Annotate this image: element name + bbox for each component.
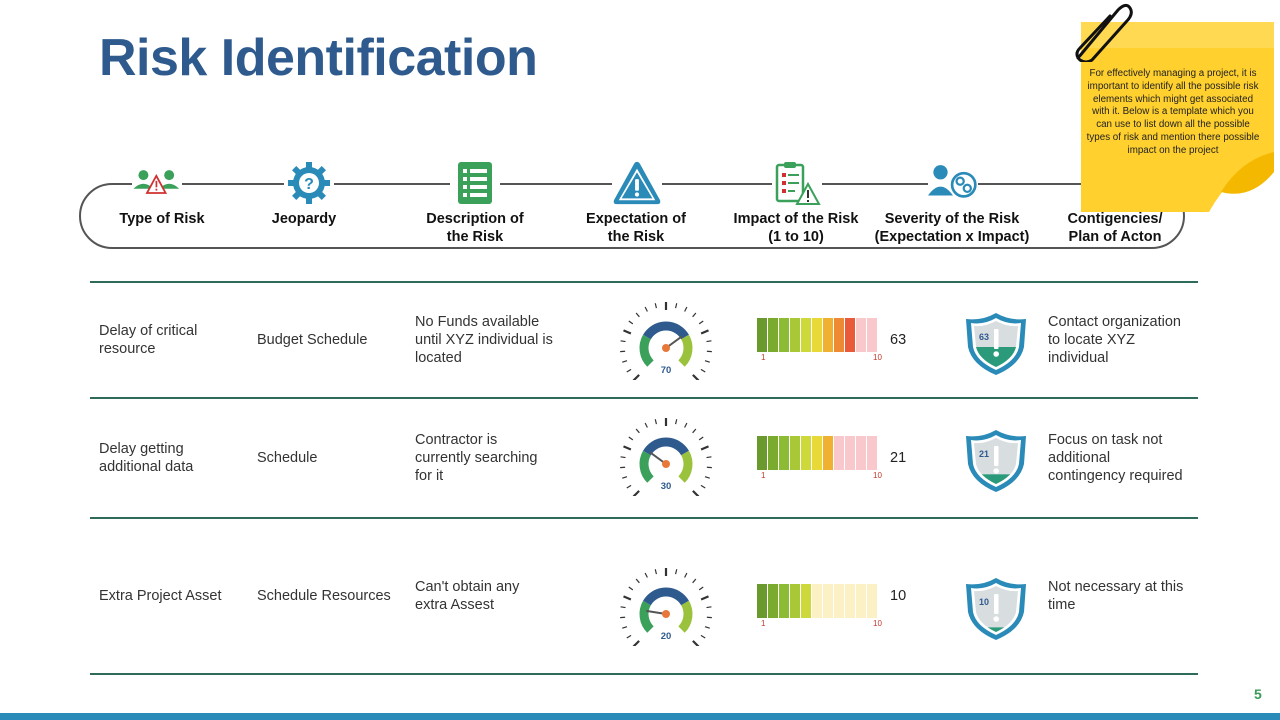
meter-segment: [757, 318, 767, 352]
header-jeopardy: Jeopardy: [271, 211, 337, 227]
meter-segment: [757, 436, 767, 470]
meter-segment: [790, 318, 800, 352]
svg-text:?: ?: [304, 176, 314, 193]
severity-shield-icon: 21: [964, 428, 1028, 494]
gauge-value: 70: [661, 365, 672, 376]
meter-segment: [845, 436, 855, 470]
severity-value: 10: [890, 588, 907, 604]
slide-title: Risk Identification: [99, 29, 538, 87]
meter-segment: [823, 436, 833, 470]
meter-segment: [790, 436, 800, 470]
meter-segment: [845, 584, 855, 618]
header-expectation: Expectation of the Risk: [586, 211, 686, 245]
shield-value: 63: [979, 332, 989, 342]
checklist-warning-icon: [772, 160, 822, 206]
description-cell: Contractor is currently searching for it: [415, 432, 538, 484]
risk-type-cell: Extra Project Asset: [99, 588, 222, 604]
warning-triangle-icon: [612, 160, 662, 206]
paperclip-icon: [1075, 3, 1133, 62]
header-impact: Impact of the Risk (1 to 10): [733, 211, 859, 245]
header-severity: Severity of the Risk (Expectation x Impa…: [874, 211, 1030, 245]
connector-line: [682, 183, 754, 185]
shield-value: 21: [979, 449, 989, 459]
impact-meter: [757, 436, 878, 470]
page-number: 5: [1254, 686, 1262, 702]
expectation-gauge: 70: [616, 298, 716, 382]
meter-segment: [823, 318, 833, 352]
meter-segment: [768, 584, 778, 618]
meter-segment: [768, 318, 778, 352]
description-cell: No Funds available until XYZ individual …: [415, 314, 553, 366]
meter-max-label: 10: [873, 353, 882, 362]
connector-line: [354, 183, 430, 185]
meter-segment: [867, 436, 877, 470]
meter-segment: [834, 318, 844, 352]
severity-value: 63: [890, 332, 907, 348]
jeopardy-cell: Schedule Resources: [257, 588, 391, 604]
meter-segment: [834, 584, 844, 618]
connector-line: [200, 183, 262, 185]
gear-question-icon: ?: [284, 160, 334, 206]
meter-segment: [801, 436, 811, 470]
people-warning-icon: [132, 160, 182, 206]
row-divider: [90, 673, 1198, 675]
header-contingencies: Contigencies/ Plan of Acton: [1067, 211, 1163, 245]
impact-meter: [757, 318, 878, 352]
sticky-note: [1081, 22, 1274, 212]
meter-segment: [823, 584, 833, 618]
meter-segment: [790, 584, 800, 618]
contingency-cell: Not necessary at this time: [1048, 579, 1184, 613]
meter-segment: [779, 436, 789, 470]
row-divider: [90, 281, 1198, 283]
meter-segment: [812, 584, 822, 618]
meter-max-label: 10: [873, 471, 882, 480]
meter-segment: [801, 584, 811, 618]
meter-segment: [779, 584, 789, 618]
risk-type-cell: Delay getting additional data: [99, 441, 194, 475]
contingency-cell: Contact organization to locate XYZ indiv…: [1048, 314, 1181, 366]
meter-min-label: 1: [761, 471, 766, 480]
footer-bar: [0, 713, 1280, 720]
severity-shield-icon: 63: [964, 311, 1028, 377]
severity-shield-icon: 10: [964, 576, 1028, 642]
gauge-value: 30: [661, 481, 672, 492]
shield-value: 10: [979, 597, 989, 607]
jeopardy-cell: Schedule: [257, 450, 318, 466]
gauge-value: 20: [661, 631, 672, 642]
meter-segment: [834, 436, 844, 470]
meter-segment: [856, 584, 866, 618]
row-divider: [90, 397, 1198, 399]
meter-segment: [757, 584, 767, 618]
description-cell: Can't obtain any extra Assest: [415, 579, 520, 613]
row-divider: [90, 517, 1198, 519]
note-text: For effectively managing a project, it i…: [1086, 68, 1260, 156]
header-description: Description of the Risk: [426, 211, 524, 245]
meter-segment: [779, 318, 789, 352]
meter-min-label: 1: [761, 353, 766, 362]
connector-line: [842, 183, 914, 185]
jeopardy-cell: Budget Schedule: [257, 332, 368, 348]
meter-segment: [845, 318, 855, 352]
document-list-icon: [450, 160, 500, 206]
header-type-of-risk: Type of Risk: [119, 211, 205, 227]
meter-segment: [812, 436, 822, 470]
meter-segment: [867, 584, 877, 618]
meter-segment: [856, 318, 866, 352]
person-gears-icon: [928, 160, 978, 206]
meter-segment: [768, 436, 778, 470]
expectation-gauge: 20: [616, 564, 716, 648]
meter-segment: [801, 318, 811, 352]
meter-min-label: 1: [761, 619, 766, 628]
impact-meter: [757, 584, 878, 618]
meter-segment: [867, 318, 877, 352]
meter-segment: [812, 318, 822, 352]
meter-segment: [856, 436, 866, 470]
meter-max-label: 10: [873, 619, 882, 628]
connector-line: [1002, 183, 1080, 185]
risk-type-cell: Delay of critical resource: [99, 323, 198, 357]
connector-line: [518, 183, 594, 185]
expectation-gauge: 30: [616, 414, 716, 498]
severity-value: 21: [890, 450, 907, 466]
contingency-cell: Focus on task not additional contingency…: [1048, 432, 1183, 484]
